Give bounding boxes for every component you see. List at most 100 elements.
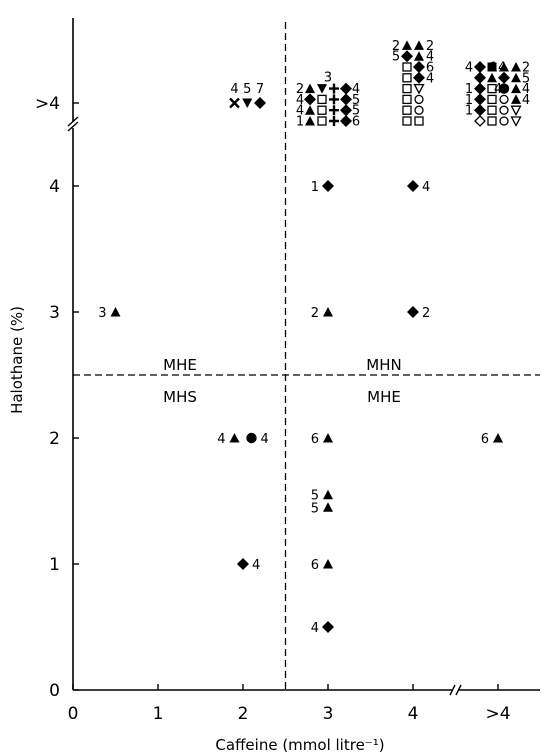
filled-diamond-marker <box>322 180 334 192</box>
filled-diamond-marker <box>474 71 486 84</box>
point-label: 2 <box>311 306 319 321</box>
filled-diamond-marker <box>407 180 419 192</box>
cluster-point-label: 4 <box>426 71 434 86</box>
open-square-marker <box>402 73 412 83</box>
point-label: 6 <box>311 432 319 447</box>
cluster-point-label: 4 <box>296 93 304 108</box>
filled-diamond-marker <box>413 71 425 84</box>
x-axis-break-mark <box>455 684 462 696</box>
filled-triangle-marker <box>511 62 521 72</box>
open-square-marker <box>402 116 412 126</box>
point-label: 5 <box>243 82 251 97</box>
cluster-point-label: 2 <box>522 61 530 76</box>
y-tick-label: 1 <box>49 555 60 575</box>
point-label: 2 <box>422 306 430 321</box>
cluster-point-label: 1 <box>465 82 473 97</box>
filled-triangle-marker <box>305 83 315 94</box>
open-diamond-marker <box>474 115 486 127</box>
open-inverted-triangle-marker <box>510 105 522 117</box>
point-label: 4 <box>217 432 225 447</box>
filled-triangle-marker <box>323 433 333 443</box>
cluster-point-label: 4 <box>426 50 434 65</box>
cluster-point-label: 5 <box>352 104 360 119</box>
cluster-point-label: 3 <box>324 70 332 85</box>
open-inverted-triangle-marker <box>510 116 522 127</box>
plus-marker <box>329 83 339 94</box>
filled-diamond-marker <box>498 71 510 84</box>
region-labels: MHE MHN MHS MHE <box>163 356 402 406</box>
data-points <box>110 40 522 633</box>
filled-diamond-marker <box>474 93 486 106</box>
y-axis-break-mark <box>67 116 79 127</box>
point-label: 3 <box>98 306 106 321</box>
point-label: 4 <box>422 180 430 195</box>
open-circle-marker <box>499 94 509 105</box>
x-axis-title: Caffeine (mmol litre⁻¹) <box>215 736 384 754</box>
axes <box>67 18 540 696</box>
open-square-marker <box>487 105 497 115</box>
region-label: MHS <box>163 388 197 406</box>
point-label: 5 <box>311 501 319 516</box>
open-square-marker <box>487 83 497 94</box>
cluster-point-label: 2 <box>296 82 304 97</box>
plus-marker <box>329 116 339 126</box>
x-axis-break-mark <box>449 684 456 696</box>
x-tick-label: 2 <box>238 704 249 724</box>
y-axis-break-mark <box>67 121 79 132</box>
filled-triangle-marker <box>487 72 497 83</box>
cluster-point-label: 6 <box>426 61 434 76</box>
filled-diamond-marker <box>340 115 352 127</box>
open-circle-marker <box>414 94 424 105</box>
filled-triangle-marker <box>229 433 240 443</box>
filled-diamond-marker <box>407 306 419 318</box>
open-square-marker <box>487 94 497 105</box>
open-circle-marker <box>499 105 509 115</box>
cluster-point-label: 4 <box>522 82 530 97</box>
cluster-point-label: 2 <box>392 39 400 54</box>
filled-triangle-marker <box>323 559 333 569</box>
x-tick-label: 3 <box>323 704 334 724</box>
y-tick-label: >4 <box>35 94 60 114</box>
filled-triangle-marker <box>323 307 333 317</box>
x-tick-label: >4 <box>485 704 510 724</box>
open-square-marker <box>402 83 412 94</box>
point-label: 6 <box>481 432 489 447</box>
filled-inverted-triangle-marker <box>242 98 253 108</box>
cluster-point-label: 4 <box>352 82 360 97</box>
filled-diamond-marker <box>254 97 266 109</box>
cluster-point-label: 4 <box>494 82 502 97</box>
filled-triangle-marker <box>323 502 333 512</box>
open-square-marker <box>402 62 412 72</box>
cluster-point-label: 1 <box>465 104 473 119</box>
filled-triangle-marker <box>511 83 521 94</box>
filled-square-marker <box>487 62 497 72</box>
filled-diamond-marker <box>401 50 413 63</box>
x-tick-label: 4 <box>408 704 419 724</box>
filled-diamond-marker <box>474 82 486 95</box>
x-tick-label: 0 <box>68 704 79 724</box>
filled-triangle-marker <box>511 94 521 104</box>
cluster-point-label: 2 <box>426 39 434 54</box>
y-tick-label: 4 <box>49 177 60 197</box>
open-square-marker <box>317 116 327 126</box>
open-square-marker <box>317 105 327 115</box>
filled-triangle-marker <box>402 40 412 50</box>
filled-diamond-marker <box>474 104 486 117</box>
plus-marker <box>329 105 339 116</box>
cluster-point-label: 4 <box>465 61 473 76</box>
cluster-point-label: 6 <box>352 115 360 130</box>
filled-triangle-marker <box>499 62 509 72</box>
region-label: MHN <box>366 356 401 374</box>
filled-diamond-marker <box>340 104 352 117</box>
point-label: 4 <box>311 621 319 636</box>
filled-diamond-marker <box>237 558 249 570</box>
y-axis-title: Halothane (%) <box>8 306 26 414</box>
filled-triangle-marker <box>323 489 333 500</box>
tick-labels: 0 1 2 3 4 >4 0 1 2 3 4 >4 <box>35 94 511 724</box>
cluster-point-label: 5 <box>392 50 400 65</box>
cluster-point-label: 5 <box>352 93 360 108</box>
x-tick-label: 1 <box>153 704 164 724</box>
filled-circle-marker <box>246 432 257 444</box>
